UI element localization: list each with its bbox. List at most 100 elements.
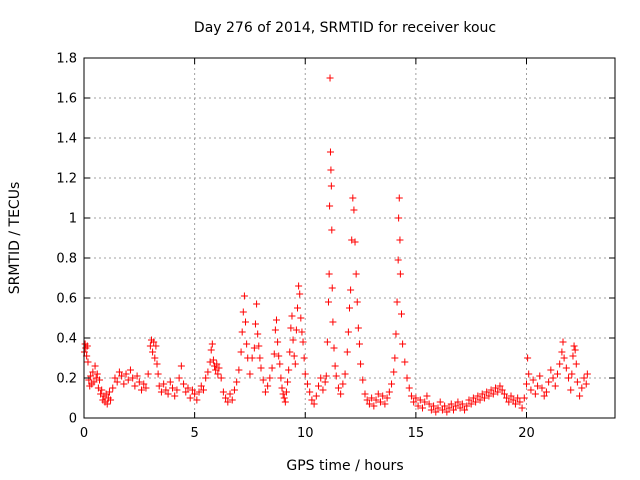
- data-point: [569, 352, 577, 360]
- data-point: [452, 402, 460, 410]
- data-point: [520, 394, 528, 402]
- x-tick-label: 5: [190, 426, 198, 441]
- x-axis-ticks: 0 5 10 15 20: [80, 58, 535, 441]
- data-point: [390, 368, 398, 376]
- data-point: [271, 326, 279, 334]
- data-point: [359, 376, 367, 384]
- data-point: [322, 372, 330, 380]
- data-point: [275, 352, 283, 360]
- data-point: [525, 370, 533, 378]
- data-point: [98, 386, 106, 394]
- data-point: [478, 390, 486, 398]
- data-point: [565, 374, 573, 382]
- data-point: [549, 374, 557, 382]
- data-point: [393, 298, 401, 306]
- data-point: [235, 366, 243, 374]
- data-point: [238, 328, 246, 336]
- data-point: [328, 226, 336, 234]
- data-point: [105, 388, 113, 396]
- data-point: [416, 396, 424, 404]
- data-point: [507, 392, 515, 400]
- data-point: [84, 358, 92, 366]
- data-point: [261, 388, 269, 396]
- data-point: [326, 74, 334, 82]
- data-point: [483, 388, 491, 396]
- data-point: [324, 298, 332, 306]
- data-point: [270, 350, 278, 358]
- data-point: [531, 390, 539, 398]
- data-point: [529, 376, 537, 384]
- data-point: [237, 348, 245, 356]
- data-point: [204, 368, 212, 376]
- data-point: [514, 394, 522, 402]
- data-point: [527, 386, 535, 394]
- data-point: [347, 286, 355, 294]
- y-tick-label: 1: [69, 212, 77, 227]
- data-point: [226, 390, 234, 398]
- data-point: [175, 374, 183, 382]
- data-point: [288, 312, 296, 320]
- data-point: [427, 406, 435, 414]
- data-point: [361, 390, 369, 398]
- data-point: [576, 392, 584, 400]
- data-point: [150, 338, 158, 346]
- data-point: [83, 342, 91, 350]
- data-point: [171, 392, 179, 400]
- data-point: [282, 388, 290, 396]
- data-point: [330, 344, 338, 352]
- data-point: [385, 388, 393, 396]
- data-point: [111, 374, 119, 382]
- data-point: [149, 348, 157, 356]
- data-point: [199, 386, 207, 394]
- data-point: [274, 338, 282, 346]
- x-tick-label: 15: [408, 426, 425, 441]
- data-point: [339, 380, 347, 388]
- data-point: [395, 214, 403, 222]
- data-point: [379, 392, 387, 400]
- y-tick-label: 0.4: [56, 332, 77, 347]
- data-point: [542, 388, 550, 396]
- data-point: [87, 372, 95, 380]
- data-point: [122, 370, 130, 378]
- data-point: [162, 386, 170, 394]
- data-point: [133, 372, 141, 380]
- data-point: [465, 396, 473, 404]
- data-point: [219, 388, 227, 396]
- y-tick-label: 1.2: [56, 172, 77, 187]
- data-point: [251, 320, 259, 328]
- data-point: [523, 380, 530, 388]
- data-point: [202, 374, 210, 382]
- data-point: [583, 370, 591, 378]
- data-point: [197, 382, 205, 390]
- data-point: [536, 372, 544, 380]
- data-point: [331, 362, 339, 370]
- data-point: [303, 380, 311, 388]
- data-point: [343, 348, 351, 356]
- data-point: [430, 402, 438, 410]
- data-point: [129, 374, 137, 382]
- data-point: [447, 400, 455, 408]
- data-point: [509, 396, 517, 404]
- data-point: [434, 404, 442, 412]
- data-point: [573, 378, 581, 386]
- data-point: [278, 384, 286, 392]
- data-point: [292, 326, 300, 334]
- data-point: [289, 336, 297, 344]
- data-point: [207, 346, 215, 354]
- data-point: [153, 360, 161, 368]
- data-point: [115, 368, 123, 376]
- data-point: [290, 352, 298, 360]
- data-point: [395, 194, 403, 202]
- data-point: [412, 394, 420, 402]
- data-point: [423, 392, 431, 400]
- data-point: [357, 360, 365, 368]
- data-point: [458, 400, 466, 408]
- x-axis-label: GPS time / hours: [286, 458, 403, 474]
- data-point: [152, 342, 160, 350]
- data-point: [560, 354, 568, 362]
- data-point: [480, 394, 488, 402]
- data-point: [567, 386, 575, 394]
- data-point: [580, 374, 588, 382]
- data-point: [396, 236, 404, 244]
